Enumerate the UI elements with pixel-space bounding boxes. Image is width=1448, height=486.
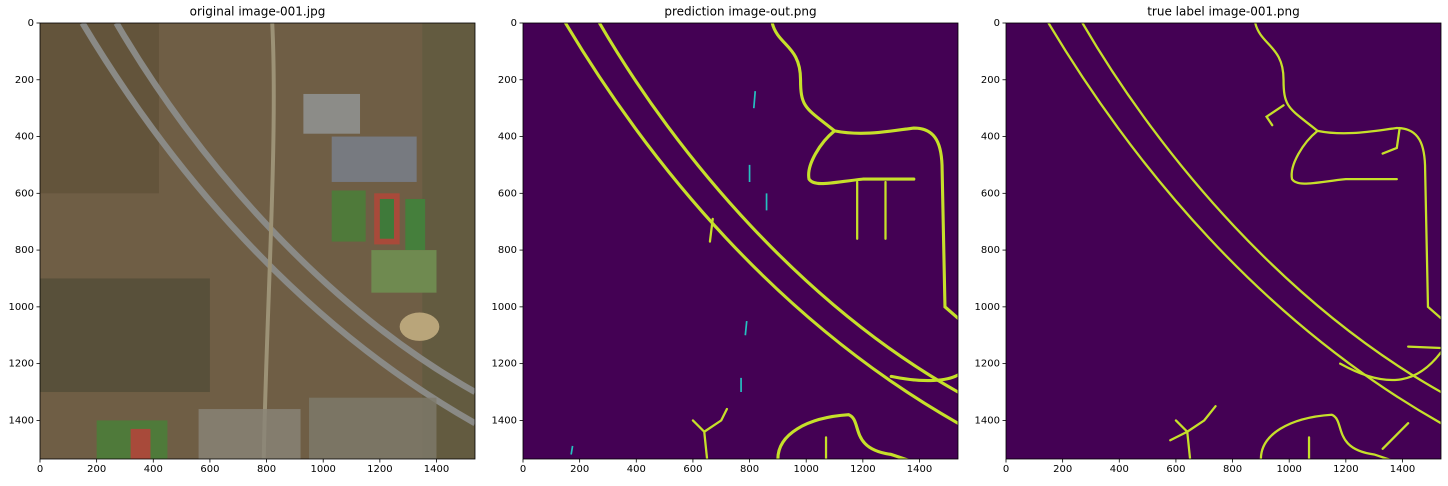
- x-tick-label: 800: [740, 464, 759, 475]
- x-tick-label: 400: [144, 464, 163, 475]
- y-tick-label: 200: [981, 75, 1000, 86]
- x-tick-label: 0: [37, 464, 43, 475]
- y-tick-label: 800: [498, 245, 517, 256]
- x-tick-label: 0: [1003, 464, 1009, 475]
- x-tick-label: 1000: [1276, 464, 1301, 475]
- y-tick-label: 1200: [975, 359, 1000, 370]
- x-tick-label: 1000: [793, 464, 818, 475]
- y-tick-label: 1000: [492, 302, 517, 313]
- x-tick-label: 1400: [424, 464, 449, 475]
- y-tick-label: 1400: [975, 415, 1000, 426]
- axes-frame: [1005, 22, 1442, 460]
- x-tick-label: 1400: [1390, 464, 1415, 475]
- y-tick-label: 800: [981, 245, 1000, 256]
- x-tick-label: 600: [683, 464, 702, 475]
- chart-title: prediction image-out.png: [664, 5, 816, 19]
- y-tick-label: 1200: [9, 359, 34, 370]
- y-tick-label: 1000: [9, 302, 34, 313]
- x-tick-label: 200: [87, 464, 106, 475]
- y-tick-label: 600: [498, 188, 517, 199]
- photo: [40, 23, 475, 459]
- y-tick-label: 800: [15, 245, 34, 256]
- x-tick-label: 1000: [310, 464, 335, 475]
- y-tick-label: 0: [28, 18, 34, 29]
- x-tick-label: 200: [1053, 464, 1072, 475]
- y-tick-label: 1200: [492, 359, 517, 370]
- chart-title: original image-001.jpg: [190, 5, 326, 19]
- y-tick-label: 1400: [9, 415, 34, 426]
- y-tick-label: 200: [498, 75, 517, 86]
- x-tick-label: 600: [1166, 464, 1185, 475]
- x-tick-label: 200: [570, 464, 589, 475]
- x-tick-label: 400: [627, 464, 646, 475]
- x-tick-label: 600: [200, 464, 219, 475]
- x-tick-label: 1200: [1333, 464, 1358, 475]
- label-image: [1006, 23, 1441, 459]
- x-tick-label: 1400: [907, 464, 932, 475]
- y-tick-label: 0: [994, 18, 1000, 29]
- y-tick-label: 400: [15, 132, 34, 143]
- y-tick-label: 600: [981, 188, 1000, 199]
- chart-title: true label image-001.png: [1147, 5, 1300, 19]
- y-tick-label: 1400: [492, 415, 517, 426]
- y-tick-label: 400: [498, 132, 517, 143]
- prediction-image: [523, 23, 958, 459]
- x-tick-label: 800: [1223, 464, 1242, 475]
- axes-frame: [39, 22, 476, 460]
- x-tick-label: 400: [1110, 464, 1129, 475]
- y-tick-label: 1000: [975, 302, 1000, 313]
- y-tick-label: 400: [981, 132, 1000, 143]
- x-tick-label: 1200: [850, 464, 875, 475]
- x-tick-label: 800: [257, 464, 276, 475]
- y-tick-label: 600: [15, 188, 34, 199]
- y-tick-label: 0: [511, 18, 517, 29]
- y-tick-label: 200: [15, 75, 34, 86]
- axes-frame: [522, 22, 959, 460]
- x-tick-label: 0: [520, 464, 526, 475]
- x-tick-label: 1200: [367, 464, 392, 475]
